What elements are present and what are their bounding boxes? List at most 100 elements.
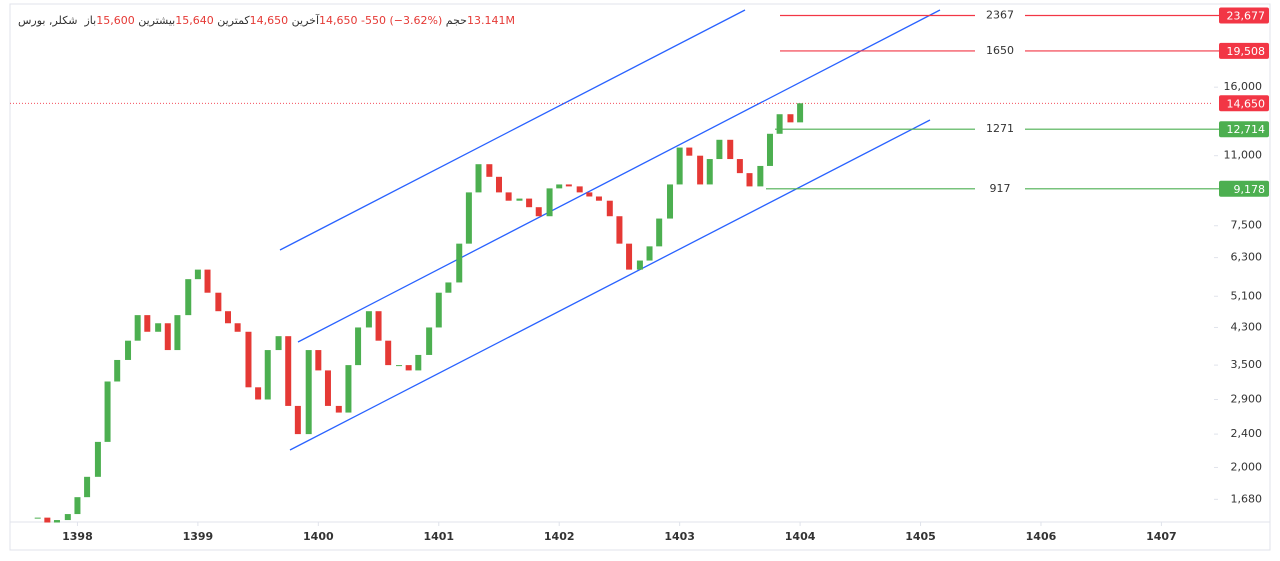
stat-value: 15,640 — [175, 14, 214, 27]
candle — [656, 218, 663, 247]
candle — [516, 198, 523, 201]
stat-label: بیشترین — [138, 14, 176, 27]
candle — [787, 114, 794, 123]
x-tick-label: 1399 — [183, 530, 214, 543]
candle — [275, 336, 282, 351]
candle — [646, 246, 653, 261]
candle — [535, 207, 542, 217]
candle — [396, 365, 403, 367]
candle — [757, 165, 764, 187]
candle — [475, 164, 482, 193]
candle — [125, 340, 132, 360]
candle — [486, 164, 493, 177]
candle — [716, 139, 723, 160]
price-box — [1219, 180, 1269, 197]
candle — [234, 323, 241, 332]
candle — [766, 133, 773, 166]
price-box-label: 19,508 — [1227, 45, 1266, 58]
stat-label: کمترین — [217, 14, 250, 27]
candle — [294, 405, 301, 435]
candle — [697, 155, 704, 185]
candle — [746, 173, 753, 187]
candle — [736, 159, 743, 174]
header: شکلر, بورس باز15,600 بیشترین15,640 کمتری… — [18, 14, 515, 27]
candle — [215, 292, 222, 312]
stat-value: 15,600 — [96, 14, 135, 27]
candle — [255, 387, 262, 400]
channel-line — [289, 119, 931, 451]
x-tick-label: 1403 — [664, 530, 695, 543]
volume-label: حجم — [445, 14, 467, 27]
price-box-label: 9,178 — [1234, 183, 1266, 196]
candle — [686, 147, 693, 156]
candle — [435, 292, 442, 328]
channel-line — [279, 9, 746, 251]
y-tick-label: 11,000 — [1224, 149, 1263, 162]
candle — [144, 315, 151, 332]
candle — [104, 381, 111, 442]
stat-value: 14,650 — [249, 14, 289, 27]
level-label: 2367 — [986, 9, 1014, 22]
candle — [526, 198, 533, 208]
candle — [556, 184, 563, 189]
candle — [375, 311, 382, 341]
x-tick-label: 1406 — [1026, 530, 1057, 543]
candle — [595, 196, 602, 201]
y-tick-label: 2,900 — [1231, 392, 1263, 405]
candle — [345, 365, 352, 413]
x-tick-label: 1400 — [303, 530, 334, 543]
candle — [676, 147, 683, 185]
candle — [727, 139, 734, 160]
candle — [94, 441, 101, 477]
candle — [264, 350, 271, 400]
candle — [174, 315, 181, 351]
candle — [616, 216, 623, 244]
y-tick-label: 4,300 — [1231, 320, 1263, 333]
candle — [426, 327, 433, 355]
candle — [53, 520, 60, 523]
candle — [324, 370, 331, 406]
price-box — [1219, 7, 1269, 24]
y-tick-label: 1,680 — [1231, 492, 1263, 505]
candle — [355, 327, 362, 366]
candle — [667, 184, 674, 219]
candle — [285, 336, 292, 406]
candle — [456, 243, 463, 283]
x-tick-label: 1401 — [423, 530, 454, 543]
stat-label: باز — [84, 14, 97, 27]
candle — [84, 476, 91, 498]
x-tick-label: 1404 — [785, 530, 816, 543]
candle — [185, 279, 192, 316]
candle — [636, 260, 643, 270]
price-box — [1219, 95, 1269, 112]
candle — [546, 188, 553, 217]
candle — [114, 359, 121, 382]
y-tick-label: 5,100 — [1231, 289, 1263, 302]
candle — [706, 159, 713, 185]
x-tick-label: 1405 — [905, 530, 936, 543]
frame — [9, 3, 1271, 551]
candle — [797, 103, 804, 123]
candle — [34, 517, 41, 519]
y-tick-label: 2,000 — [1231, 460, 1263, 473]
x-tick-label: 1407 — [1146, 530, 1177, 543]
level-label: 1650 — [986, 44, 1014, 57]
candle — [576, 186, 583, 193]
price-box-label: 14,650 — [1227, 97, 1266, 110]
candle — [224, 311, 231, 324]
y-tick-label: 6,300 — [1231, 251, 1263, 264]
candle — [606, 200, 613, 217]
level-label: 1271 — [986, 122, 1014, 135]
candle — [245, 331, 252, 388]
price-box — [1219, 121, 1269, 138]
candle — [315, 350, 322, 371]
level-label: 917 — [990, 182, 1011, 195]
price-box-label: 23,677 — [1227, 10, 1266, 23]
x-tick-label: 1398 — [62, 530, 93, 543]
change-pct: (−3.62%) — [389, 14, 443, 27]
candle — [626, 243, 633, 270]
price-box — [1219, 42, 1269, 59]
candle — [415, 354, 422, 371]
